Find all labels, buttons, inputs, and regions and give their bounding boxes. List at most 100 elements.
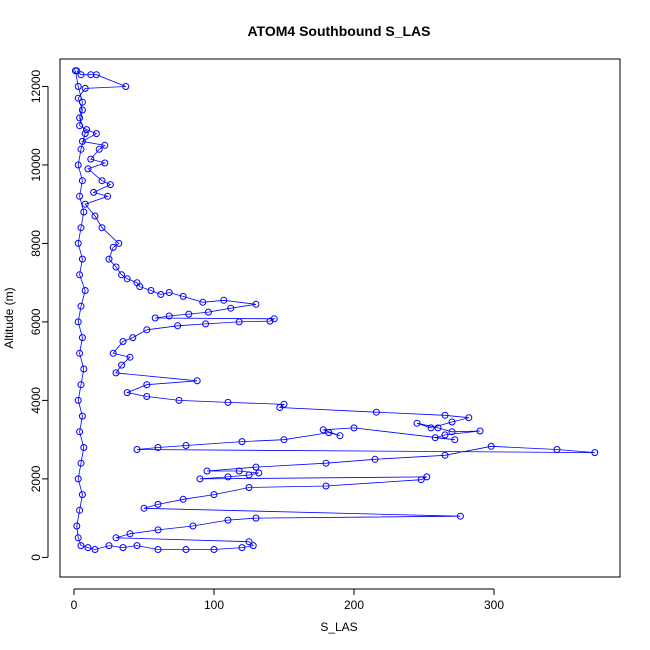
- data-point: [154, 444, 162, 451]
- data-point: [136, 283, 144, 291]
- data-point: [154, 500, 162, 508]
- data-point: [203, 467, 211, 475]
- y-tick-label: 12000: [29, 69, 43, 103]
- data-point: [98, 224, 106, 232]
- y-tick-label: 8000: [29, 230, 43, 257]
- data-point: [74, 83, 82, 90]
- data-point: [133, 542, 141, 550]
- data-point: [80, 444, 88, 451]
- data-point: [182, 546, 190, 553]
- data-point: [224, 473, 232, 481]
- data-point: [143, 393, 151, 400]
- data-point: [76, 271, 84, 279]
- data-point: [196, 475, 204, 483]
- data-point: [91, 546, 99, 553]
- data-point: [252, 300, 260, 308]
- data-point: [106, 181, 114, 189]
- data-point: [322, 482, 330, 490]
- chart-title: ATOM4 Southbound S_LAS: [247, 23, 430, 39]
- series-line: [75, 70, 595, 550]
- x-tick-label: 0: [71, 598, 78, 612]
- data-point: [322, 459, 330, 467]
- data-point: [179, 495, 187, 503]
- data-point: [78, 177, 86, 185]
- y-tick-label: 0: [29, 554, 43, 561]
- data-point: [78, 334, 86, 342]
- data-point: [105, 542, 113, 550]
- data-point: [441, 451, 449, 459]
- data-point: [91, 212, 99, 220]
- data-point: [179, 292, 187, 300]
- data-point: [74, 534, 82, 542]
- data-point: [77, 71, 85, 79]
- data-point: [147, 287, 155, 294]
- data-point: [78, 137, 86, 145]
- x-tick-label: 100: [204, 598, 224, 612]
- data-point: [109, 349, 117, 357]
- data-point: [76, 428, 84, 436]
- data-point: [252, 514, 260, 522]
- data-point: [199, 298, 207, 306]
- data-point: [74, 475, 82, 483]
- data-point: [105, 255, 113, 263]
- data-point: [123, 275, 131, 283]
- data-point: [101, 141, 109, 149]
- data-point: [255, 469, 263, 477]
- data-point: [441, 411, 449, 419]
- data-point: [591, 449, 599, 457]
- data-point: [448, 428, 456, 436]
- data-point: [73, 522, 81, 530]
- data-point: [77, 381, 85, 389]
- data-point: [245, 471, 253, 479]
- data-point: [77, 224, 85, 232]
- data-point: [224, 398, 232, 406]
- data-point: [119, 544, 127, 552]
- data-point: [92, 130, 100, 138]
- data-point: [220, 296, 228, 304]
- data-point: [98, 177, 106, 185]
- data-point: [84, 165, 92, 173]
- data-point: [154, 546, 162, 553]
- data-point: [74, 396, 82, 404]
- data-point: [77, 145, 85, 153]
- data-point: [90, 188, 98, 196]
- data-point: [249, 542, 257, 550]
- data-point: [451, 436, 459, 444]
- y-axis: 0 2000 4000 6000 8000 10000 12000: [29, 69, 49, 561]
- data-point: [81, 84, 89, 92]
- data-point: [76, 349, 84, 357]
- data-point: [336, 432, 344, 440]
- data-point: [74, 318, 82, 326]
- data-point: [266, 317, 274, 325]
- data-point: [118, 271, 126, 279]
- data-point: [319, 426, 327, 434]
- data-point: [476, 427, 484, 435]
- data-point: [76, 122, 84, 130]
- data-point: [104, 192, 112, 200]
- data-point: [165, 312, 173, 320]
- data-point: [112, 369, 120, 377]
- data-point: [325, 429, 333, 437]
- data-point: [210, 546, 218, 553]
- data-point: [151, 314, 159, 322]
- data-point: [245, 538, 253, 546]
- y-tick-label: 2000: [29, 465, 43, 492]
- data-point: [185, 310, 193, 318]
- data-point: [87, 155, 95, 163]
- data-point: [165, 289, 173, 296]
- data-point: [78, 412, 86, 420]
- data-point: [126, 530, 134, 538]
- data-point: [77, 542, 85, 550]
- y-tick-label: 6000: [29, 308, 43, 335]
- data-point: [252, 463, 260, 471]
- data-point: [224, 516, 232, 524]
- x-axis-title: S_LAS: [320, 620, 357, 634]
- data-point: [210, 491, 218, 499]
- data-point: [76, 114, 84, 122]
- data-point: [189, 522, 197, 530]
- data-point: [235, 467, 243, 475]
- data-point: [112, 263, 120, 271]
- data-point: [74, 94, 82, 102]
- data-point: [434, 424, 442, 432]
